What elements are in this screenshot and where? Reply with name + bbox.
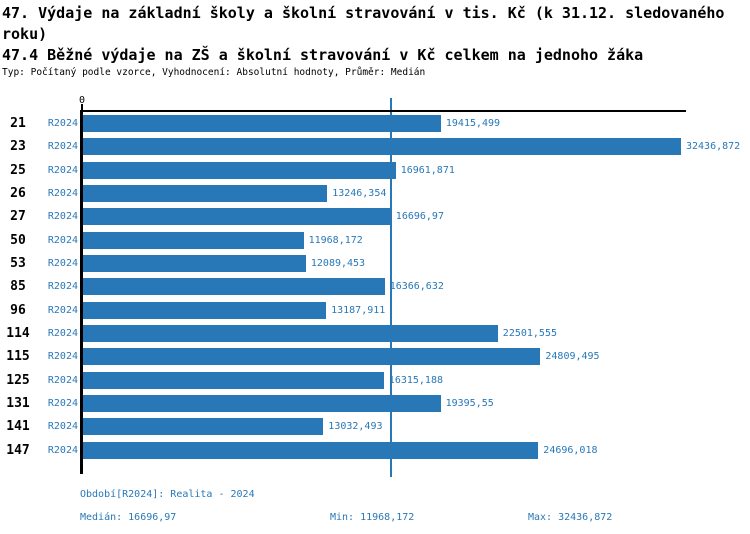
bar-row: 85 R2024 16366,632	[0, 275, 750, 298]
bar-row: 26 R2024 13246,354	[0, 182, 750, 205]
row-series-label: R2024	[47, 141, 78, 153]
y-axis-line	[80, 110, 83, 474]
bar-row: 21 R2024 19415,499	[0, 112, 750, 135]
row-series-label: R2024	[47, 304, 78, 316]
bar-value-label: 16366,632	[389, 281, 444, 293]
footer-period-label: Období[R2024]: Realita - 2024	[80, 489, 255, 500]
row-series-label: R2024	[47, 281, 78, 293]
bar	[83, 418, 324, 436]
bar-row: 147 R2024 24696,018	[0, 439, 750, 462]
bar	[83, 394, 441, 412]
bar-value-label: 24696,018	[543, 444, 598, 456]
median-line	[389, 98, 392, 477]
bar	[83, 441, 539, 459]
bar	[83, 231, 304, 249]
axis-zero-label: 0	[78, 95, 86, 106]
bar-value-label: 11968,172	[308, 234, 363, 246]
bar	[83, 348, 541, 366]
bar-value-label: 32436,872	[686, 141, 741, 153]
bar-row: 27 R2024 16696,97	[0, 205, 750, 228]
row-series-label: R2024	[47, 187, 78, 199]
row-series-label: R2024	[47, 444, 78, 456]
row-series-label: R2024	[47, 351, 78, 363]
row-series-label: R2024	[47, 327, 78, 339]
chart-subtitle: 47.4 Běžné výdaje na ZŠ a školní stravov…	[2, 46, 644, 64]
bar-value-label: 16315,188	[388, 374, 443, 386]
bar-row: 25 R2024 16961,871	[0, 159, 750, 182]
row-series-label: R2024	[47, 118, 78, 129]
bar-row: 96 R2024 13187,911	[0, 299, 750, 322]
chart-title-line2: roku)	[2, 25, 48, 43]
row-category-label: 85	[10, 279, 26, 295]
bar-row: 141 R2024 13032,493	[0, 415, 750, 438]
bar	[83, 184, 328, 202]
bar-row: 53 R2024 12089,453	[0, 252, 750, 275]
row-category-label: 21	[10, 116, 26, 131]
bar	[83, 115, 441, 132]
footer-max-stat: Max: 32436,872	[528, 512, 613, 523]
row-category-label: 131	[6, 395, 30, 411]
bar-value-label: 22501,555	[502, 327, 557, 339]
row-category-label: 25	[10, 162, 26, 178]
bar-row: 114 R2024 22501,555	[0, 322, 750, 345]
row-category-label: 125	[6, 372, 30, 388]
row-series-label: R2024	[47, 234, 78, 246]
row-category-label: 26	[10, 185, 26, 201]
bar	[83, 371, 384, 389]
row-category-label: 53	[10, 255, 26, 271]
bar	[83, 208, 391, 226]
row-category-label: 50	[10, 232, 26, 248]
footer-median-stat: Medián: 16696,97	[80, 512, 177, 523]
bar-value-label: 24809,495	[545, 351, 600, 363]
bar-value-label: 19395,55	[445, 397, 494, 409]
bar	[83, 161, 396, 179]
row-category-label: 147	[6, 442, 30, 458]
bar-value-label: 13246,354	[332, 187, 387, 199]
bar-value-label: 16961,871	[400, 164, 455, 176]
bar-value-label: 16696,97	[395, 211, 444, 223]
axis-zero-tick	[81, 104, 83, 111]
row-category-label: 115	[6, 349, 30, 365]
bar	[83, 301, 327, 319]
footer-min-stat: Min: 11968,172	[330, 512, 415, 523]
row-category-label: 23	[10, 139, 26, 155]
chart-header: 47. Výdaje na základní školy a školní st…	[2, 3, 748, 79]
bar-row: 131 R2024 19395,55	[0, 392, 750, 415]
row-series-label: R2024	[47, 374, 78, 386]
row-series-label: R2024	[47, 211, 78, 223]
bar-value-label: 13032,493	[328, 421, 383, 433]
bar-rows-container: 21 R2024 19415,499 23 R2024 32436,872 25…	[0, 112, 750, 462]
bar	[83, 324, 498, 342]
row-category-label: 96	[10, 302, 26, 318]
bar	[83, 254, 306, 272]
bar-row: 50 R2024 11968,172	[0, 229, 750, 252]
chart-meta: Typ: Počítaný podle vzorce, Vyhodnocení:…	[2, 67, 426, 78]
bar-value-label: 12089,453	[310, 257, 366, 269]
chart-title-line1: 47. Výdaje na základní školy a školní st…	[2, 4, 725, 22]
row-series-label: R2024	[47, 257, 78, 269]
row-category-label: 27	[10, 209, 26, 225]
bar-row: 115 R2024 24809,495	[0, 345, 750, 368]
row-category-label: 141	[6, 419, 30, 435]
row-series-label: R2024	[47, 421, 78, 433]
bar-value-label: 13187,911	[331, 304, 386, 316]
bar-row: 125 R2024 16315,188	[0, 369, 750, 392]
bar-row: 23 R2024 32436,872	[0, 135, 750, 158]
bar	[83, 138, 681, 156]
row-series-label: R2024	[47, 164, 78, 176]
row-series-label: R2024	[47, 397, 78, 409]
row-category-label: 114	[6, 325, 30, 341]
bar	[83, 278, 385, 296]
x-axis-line	[80, 110, 686, 112]
bar-value-label: 19415,499	[445, 118, 501, 129]
